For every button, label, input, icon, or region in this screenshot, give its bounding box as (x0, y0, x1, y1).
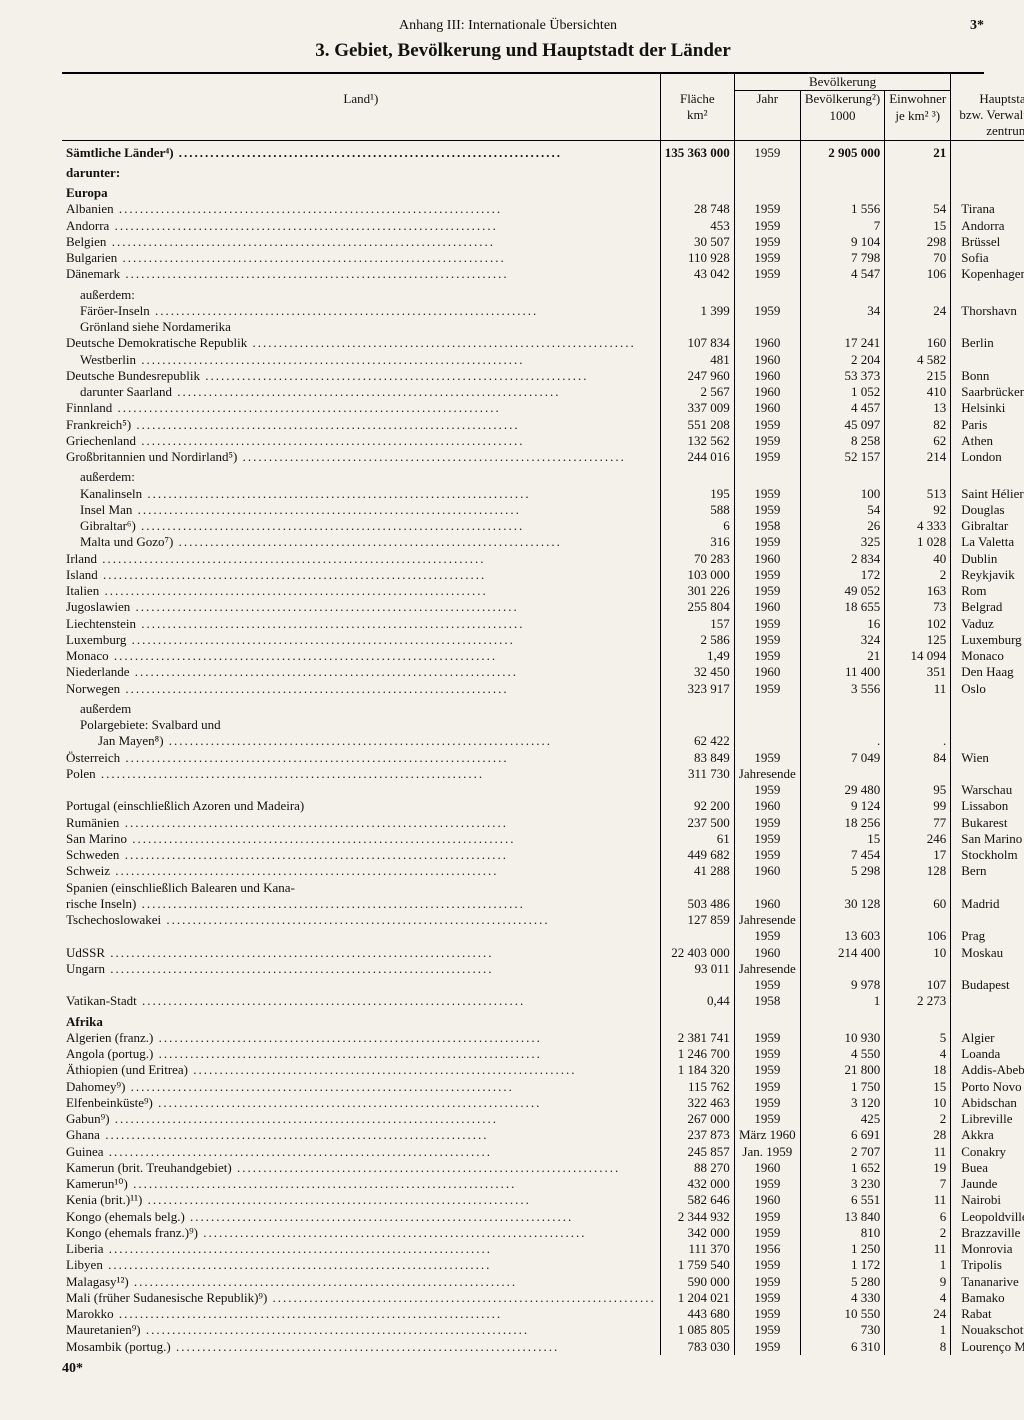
table-row: Irland70 28319602 83440Dublin (62, 551, 1024, 567)
table-row: Andorra4531959715Andorra (62, 218, 1024, 234)
table-row: Kamerun¹⁰)432 00019593 2307Jaunde (62, 1176, 1024, 1192)
header-center: Anhang III: Internationale Übersichten (62, 18, 954, 34)
table-row: Dahomey⁹)115 76219591 75015Porto Novo (62, 1079, 1024, 1095)
table-row: Jugoslawien255 804196018 65573Belgrad (62, 599, 1024, 615)
table-row: Griechenland132 56219598 25862Athen (62, 433, 1024, 449)
table-row: Deutsche Bundesrepublik247 960196053 373… (62, 368, 1024, 384)
table-row: 195929 48095Warschau (62, 782, 1024, 798)
table-row: Guinea245 857Jan. 19592 70711Conakry (62, 1144, 1024, 1160)
table-row: Belgien30 50719599 104298Brüssel (62, 234, 1024, 250)
page: Anhang III: Internationale Übersichten 3… (0, 0, 1024, 1420)
table-row: Dänemark43 04219594 547106Kopenhagen (62, 266, 1024, 282)
table-row: Kenia (brit.)¹¹)582 64619606 55111Nairob… (62, 1192, 1024, 1208)
table-row: außerdem: (62, 465, 1024, 485)
table-row: Kanalinseln1951959100513Saint Hélier (62, 486, 1024, 502)
table-row: Kamerun (brit. Treuhandgebiet)88 2701960… (62, 1160, 1024, 1176)
table-row: Sämtliche Länder⁴)135 363 00019592 905 0… (62, 145, 1024, 161)
table-row: Algerien (franz.)2 381 741195910 9305Alg… (62, 1030, 1024, 1046)
table-title: 3. Gebiet, Bevölkerung und Hauptstadt de… (62, 40, 984, 62)
data-table: BevölkerungLand¹)Flächekm²JahrBevölkerun… (62, 74, 1024, 1355)
table-head: BevölkerungLand¹)Flächekm²JahrBevölkerun… (62, 74, 1024, 145)
table-row: Ghana237 873März 19606 69128Akkra (62, 1127, 1024, 1143)
table-row: San Marino61195915246San Marino (62, 831, 1024, 847)
table-row: Malagasy¹²)590 00019595 2809Tananarive (62, 1274, 1024, 1290)
table-row: Spanien (einschließlich Balearen und Kan… (62, 880, 1024, 896)
footer-left: 40* (62, 1361, 984, 1377)
table-row: Insel Man58819595492Douglas (62, 502, 1024, 518)
table-row: Rumänien237 500195918 25677Bukarest (62, 815, 1024, 831)
table-row: Färöer-Inseln1 39919593424Thorshavn (62, 303, 1024, 319)
header-pageno: 3* (954, 18, 984, 34)
table-row: Vatikan-Stadt0,44195812 273 (62, 993, 1024, 1009)
table-row: Gibraltar⁶)61958264 333Gibraltar (62, 518, 1024, 534)
table-row: Westberlin48119602 2044 582 (62, 352, 1024, 368)
table-row: Afrika (62, 1010, 1024, 1030)
page-header: Anhang III: Internationale Übersichten 3… (62, 18, 984, 34)
table-row: Malta und Gozo⁷)31619593251 028La Valett… (62, 534, 1024, 550)
table-row: Ungarn93 011Jahresende (62, 961, 1024, 977)
table-row: Portugal (einschließlich Azoren und Made… (62, 798, 1024, 814)
table-row: Liechtenstein157195916102Vaduz (62, 616, 1024, 632)
table-row: Mosambik (portug.)783 03019596 3108Loure… (62, 1339, 1024, 1355)
table-row: darunter: (62, 161, 1024, 181)
table-row: Finnland337 00919604 45713Helsinki (62, 400, 1024, 416)
table-row: Tschechoslowakei127 859Jahresende (62, 912, 1024, 928)
table-row: Luxemburg2 5861959324125Luxemburg (62, 632, 1024, 648)
table-row: Elfenbeinküste⁹)322 46319593 12010Abidsc… (62, 1095, 1024, 1111)
table-row: Angola (portug.)1 246 70019594 5504Loand… (62, 1046, 1024, 1062)
table-row: Island103 00019591722Reykjavik (62, 567, 1024, 583)
table-row: Grönland siehe Nordamerika (62, 319, 1024, 335)
table-row: Europa (62, 181, 1024, 201)
table-row: 19599 978107Budapest (62, 977, 1024, 993)
table-row: Mali (früher Sudanesische Republik)⁹)1 2… (62, 1290, 1024, 1306)
table-row: außerdem: (62, 283, 1024, 303)
table-row: Schweiz41 28819605 298128Bern (62, 863, 1024, 879)
table-row: Jan Mayen⁸)62 422.. (62, 733, 1024, 749)
table-row: Monaco1,4919592114 094Monaco (62, 648, 1024, 664)
table-row: Gabun⁹)267 00019594252Libreville (62, 1111, 1024, 1127)
table-row: 195913 603106Prag (62, 928, 1024, 944)
table-row: Italien301 226195949 052163Rom (62, 583, 1024, 599)
table-row: außerdem (62, 697, 1024, 717)
table-row: Kongo (ehemals belg.)2 344 932195913 840… (62, 1209, 1024, 1225)
table-body: Sämtliche Länder⁴)135 363 00019592 905 0… (62, 145, 1024, 1355)
table-row: Schweden449 68219597 45417Stockholm (62, 847, 1024, 863)
table-row: Polen311 730Jahresende (62, 766, 1024, 782)
table-row: Deutsche Demokratische Republik107 83419… (62, 335, 1024, 351)
table-row: Liberia111 37019561 25011Monrovia (62, 1241, 1024, 1257)
table-row: Bulgarien110 92819597 79870Sofia (62, 250, 1024, 266)
table-row: Frankreich⁵)551 208195945 09782Paris (62, 417, 1024, 433)
table-row: Großbritannien und Nordirland⁵)244 01619… (62, 449, 1024, 465)
table-row: Albanien28 74819591 55654Tirana (62, 201, 1024, 217)
table-row: Norwegen323 91719593 55611Oslo (62, 681, 1024, 697)
table-row: UdSSR22 403 0001960214 40010Moskau (62, 945, 1024, 961)
table-row: Kongo (ehemals franz.)⁹)342 00019598102B… (62, 1225, 1024, 1241)
table-row: Mauretanien⁹)1 085 80519597301Nouakschot… (62, 1322, 1024, 1338)
table-row: Niederlande32 450196011 400351Den Haag (62, 664, 1024, 680)
table-row: rische Inseln)503 486196030 12860Madrid (62, 896, 1024, 912)
table-row: Äthiopien (und Eritrea)1 184 320195921 8… (62, 1062, 1024, 1078)
table-row: Marokko443 680195910 55024Rabat (62, 1306, 1024, 1322)
table-row: Polargebiete: Svalbard und (62, 717, 1024, 733)
table-row: darunter Saarland2 56719601 052410Saarbr… (62, 384, 1024, 400)
table-row: Österreich83 84919597 04984Wien (62, 750, 1024, 766)
table-row: Libyen1 759 54019591 1721Tripolis (62, 1257, 1024, 1273)
